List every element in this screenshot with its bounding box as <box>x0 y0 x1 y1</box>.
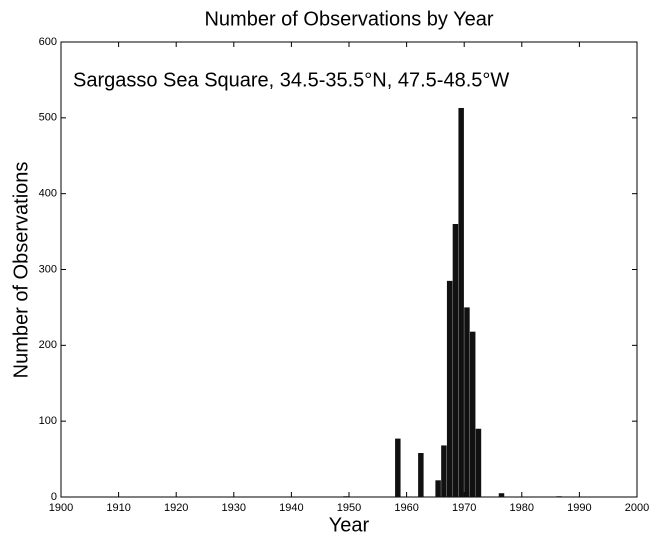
y-tick-label: 100 <box>39 415 57 427</box>
chart-title: Number of Observations by Year <box>204 8 493 30</box>
x-tick-label: 1930 <box>222 502 246 514</box>
x-tick-label: 1990 <box>567 502 591 514</box>
x-tick-label: 1940 <box>279 502 303 514</box>
bar <box>418 453 424 497</box>
x-tick-label: 1900 <box>49 502 73 514</box>
y-tick-label: 400 <box>39 188 57 200</box>
y-axis-label: Number of Observations <box>10 162 32 379</box>
x-tick-label: 1970 <box>452 502 476 514</box>
x-tick-label: 1960 <box>394 502 418 514</box>
bar <box>458 107 464 497</box>
x-tick-label: 2000 <box>625 502 649 514</box>
bar <box>435 480 441 497</box>
bar <box>446 280 453 497</box>
x-tick-label: 1950 <box>337 502 361 514</box>
plot-frame <box>60 41 638 498</box>
bar <box>498 493 505 497</box>
bar <box>475 428 482 497</box>
bar <box>464 307 470 497</box>
y-tick-label: 0 <box>51 491 57 503</box>
bar <box>343 496 349 497</box>
bar <box>469 331 476 497</box>
bar <box>556 496 562 497</box>
bar <box>452 224 459 497</box>
y-tick-label: 600 <box>39 36 57 48</box>
x-axis-label: Year <box>329 514 370 536</box>
x-tick-label: 1920 <box>164 502 188 514</box>
y-tick-label: 200 <box>39 339 57 351</box>
bar <box>395 438 401 497</box>
bar <box>441 445 447 497</box>
y-tick-label: 300 <box>39 263 57 275</box>
x-tick-label: 1980 <box>510 502 534 514</box>
annotation: Sargasso Sea Square, 34.5-35.5°N, 47.5-4… <box>73 69 509 91</box>
y-tick-label: 500 <box>39 112 57 124</box>
x-tick-label: 1910 <box>106 502 130 514</box>
